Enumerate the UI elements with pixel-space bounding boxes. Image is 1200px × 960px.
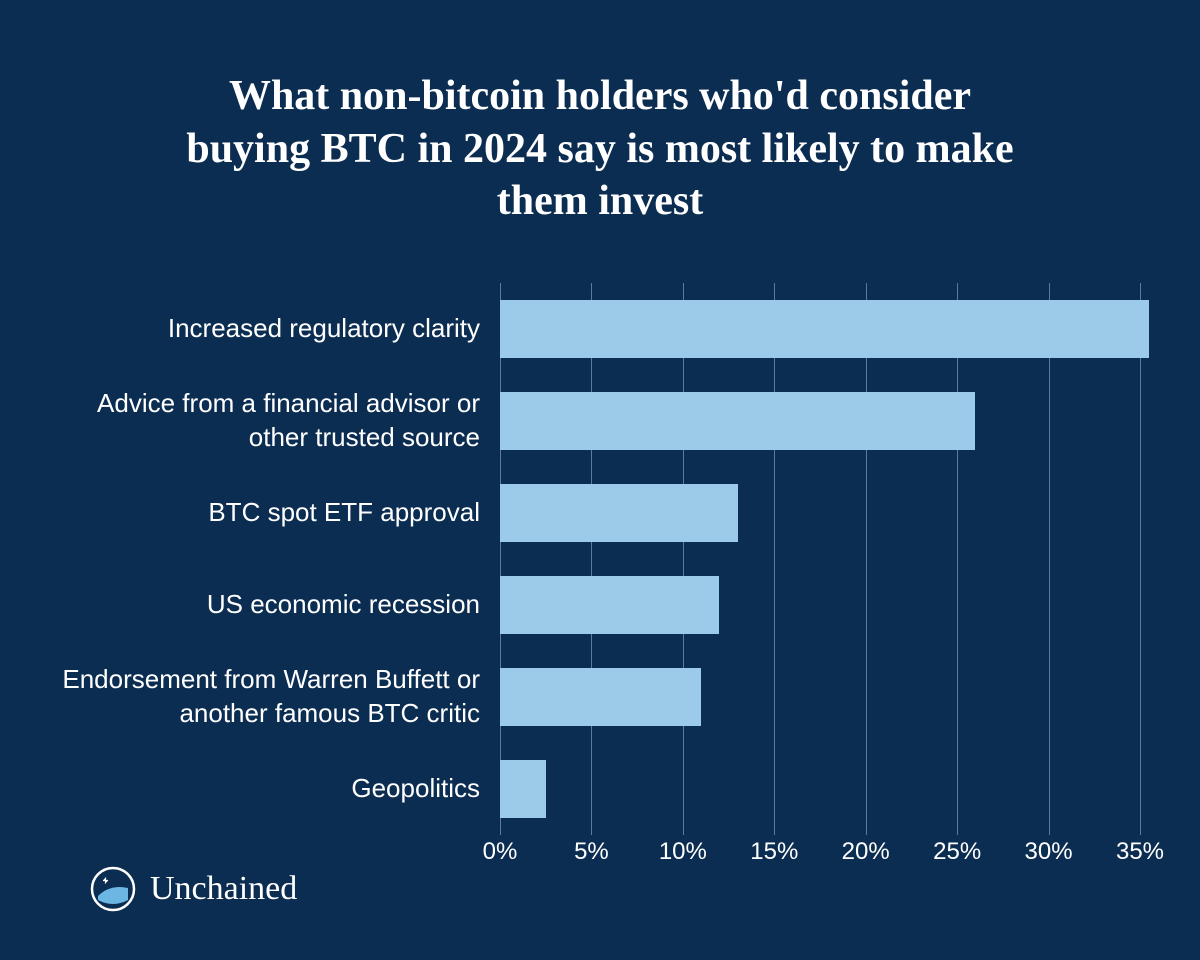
plot-area: 0%5%10%15%20%25%30%35%	[500, 283, 1140, 921]
x-tick-label: 15%	[750, 838, 798, 866]
x-tick-label: 20%	[842, 838, 890, 866]
gridline	[683, 283, 684, 835]
bar-label: Geopolitics	[351, 772, 480, 806]
brand-logo: Unchained	[90, 866, 297, 912]
bar	[500, 300, 1149, 358]
bar-label: Increased regulatory clarity	[168, 312, 480, 346]
chart-title: What non-bitcoin holders who'd consider …	[180, 70, 1020, 228]
gridline	[1049, 283, 1050, 835]
bar-label: Advice from a financial advisor or other…	[60, 387, 480, 455]
bar	[500, 576, 719, 634]
y-axis-labels: Increased regulatory clarity Advice from…	[60, 283, 500, 921]
bar-label: BTC spot ETF approval	[208, 496, 480, 530]
gridline	[957, 283, 958, 835]
x-tick-label: 35%	[1116, 838, 1164, 866]
bar-label: Endorsement from Warren Buffett or anoth…	[60, 663, 480, 731]
gridline	[591, 283, 592, 835]
bar-label: US economic recession	[207, 588, 480, 622]
gridline	[866, 283, 867, 835]
x-tick-label: 30%	[1025, 838, 1073, 866]
bar	[500, 760, 546, 818]
x-tick-label: 0%	[483, 838, 518, 866]
x-tick-label: 5%	[574, 838, 609, 866]
bar	[500, 392, 975, 450]
chart-area: Increased regulatory clarity Advice from…	[60, 283, 1140, 921]
gridline	[1140, 283, 1141, 835]
gridline	[774, 283, 775, 835]
gridline	[500, 283, 501, 835]
unchained-icon	[90, 866, 136, 912]
x-tick-label: 10%	[659, 838, 707, 866]
x-tick-label: 25%	[933, 838, 981, 866]
brand-name: Unchained	[150, 870, 297, 908]
bar	[500, 668, 701, 726]
bar	[500, 484, 738, 542]
x-axis: 0%5%10%15%20%25%30%35%	[500, 838, 1140, 878]
